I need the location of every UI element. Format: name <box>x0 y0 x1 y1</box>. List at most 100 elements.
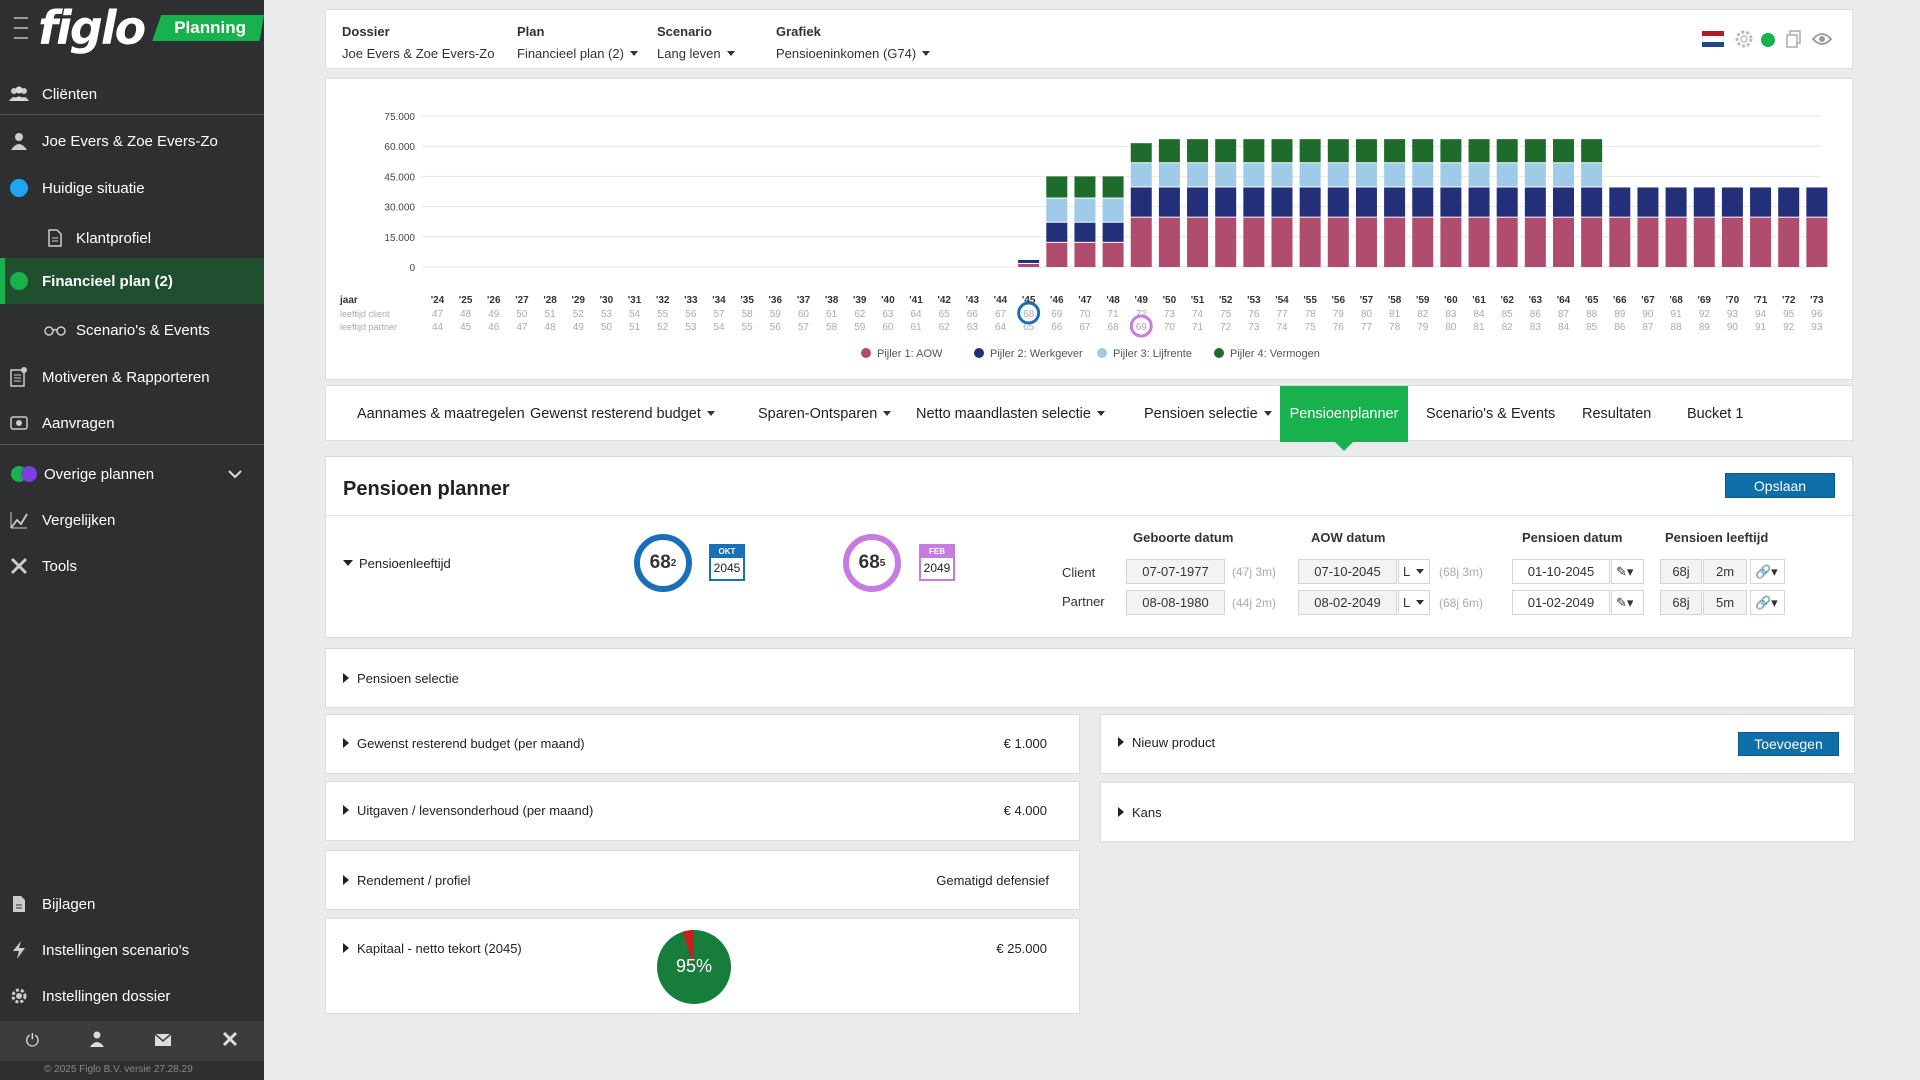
partner-age-label: 68 <box>1108 322 1120 333</box>
scenario-select[interactable]: Lang leven <box>657 46 735 61</box>
client-aow-type-select[interactable]: L <box>1398 559 1430 584</box>
save-button[interactable]: Opslaan <box>1725 473 1835 498</box>
sidebar-item-scenarios-events[interactable]: Scenario's & Events <box>0 308 264 352</box>
bar-segment <box>1327 217 1349 267</box>
x-tick-label: '39 <box>853 295 867 306</box>
partner-age-label: 59 <box>854 322 866 333</box>
client-birth-date: 07-07-1977 <box>1126 559 1225 584</box>
grafiek-field[interactable]: Grafiek Pensioeninkomen (G74) <box>776 24 930 61</box>
x-tick-label: '44 <box>994 295 1008 306</box>
sidebar-item-clienten[interactable]: Cliënten <box>0 72 264 116</box>
tab-bucket-1[interactable]: Bucket 1 <box>1675 386 1755 442</box>
pensioenleeftijd-toggle[interactable]: Pensioenleeftijd <box>343 556 451 571</box>
bar-segment <box>1468 163 1490 187</box>
tab-netto-maandlasten[interactable]: Netto maandlasten selectie <box>904 386 1117 442</box>
bar-segment <box>1609 187 1631 217</box>
partner-aow-type-select[interactable]: L <box>1398 590 1430 615</box>
client-age-label: 58 <box>742 309 754 320</box>
bar-segment <box>1102 176 1124 198</box>
tab-resultaten[interactable]: Resultaten <box>1570 386 1663 442</box>
uitgaven-section[interactable]: Uitgaven / levensonderhoud (per maand) €… <box>325 781 1080 841</box>
header-pensioen-leeftijd: Pensioen leeftijd <box>1665 530 1769 545</box>
tools-footer-icon[interactable] <box>222 1031 238 1052</box>
sidebar-item-motiveren[interactable]: Motiveren & Rapporteren <box>0 355 264 399</box>
x-tick-label: '38 <box>825 295 839 306</box>
partner-age-label: 50 <box>601 322 613 333</box>
client-edit-date-button[interactable]: ✎▾ <box>1611 559 1644 584</box>
partner-link-button[interactable]: 🔗▾ <box>1750 590 1785 615</box>
account-icon[interactable] <box>90 1031 105 1052</box>
tab-pensioenplanner[interactable]: Pensioenplanner <box>1280 386 1408 451</box>
x-tick-label: '31 <box>628 295 642 306</box>
budget-value: € 1.000 <box>1003 736 1047 751</box>
client-age-value: 68 <box>649 552 671 573</box>
nieuw-product-section[interactable]: Nieuw product Toevoegen <box>1100 714 1855 774</box>
sidebar-item-dossier[interactable]: Joe Evers & Zoe Evers-Zo <box>0 119 264 163</box>
sidebar-item-instellingen-dossier[interactable]: Instellingen dossier <box>0 974 264 1018</box>
x-tick-label: '28 <box>543 295 557 306</box>
kapitaal-section[interactable]: Kapitaal - netto tekort (2045) 95% € 25.… <box>325 918 1080 1014</box>
power-icon[interactable]: ⏻ <box>25 1031 40 1050</box>
copy-icon[interactable] <box>1786 30 1802 53</box>
rendement-section[interactable]: Rendement / profiel Gematigd defensief <box>325 850 1080 910</box>
legend-swatch <box>974 348 984 358</box>
plan-field[interactable]: Plan Financieel plan (2) <box>517 24 638 61</box>
client-age-label: 81 <box>1389 309 1401 320</box>
client-month: OKT <box>711 546 743 558</box>
y-tick-label: 75.000 <box>384 112 415 123</box>
mail-icon[interactable] <box>154 1031 172 1051</box>
tab-scenarios-events[interactable]: Scenario's & Events <box>1414 386 1567 442</box>
partner-age-label: 85 <box>1586 322 1598 333</box>
partner-age-label: 86 <box>1614 322 1626 333</box>
plan-label: Plan <box>517 24 545 39</box>
client-age-label: 52 <box>573 309 585 320</box>
partner-age-label: 51 <box>629 322 641 333</box>
grafiek-select[interactable]: Pensioeninkomen (G74) <box>776 46 930 61</box>
plan-select[interactable]: Financieel plan (2) <box>517 46 638 61</box>
bar-segment <box>1187 139 1209 163</box>
hamburger-menu-icon[interactable] <box>14 17 29 39</box>
add-product-button[interactable]: Toevoegen <box>1738 732 1839 756</box>
sidebar-item-bijlagen[interactable]: Bijlagen <box>0 882 264 926</box>
x-tick-label: '60 <box>1444 295 1458 306</box>
tab-pensioen-selectie[interactable]: Pensioen selectie <box>1132 386 1284 442</box>
client-age-label: 86 <box>1530 309 1542 320</box>
tab-gewenst-budget[interactable]: Gewenst resterend budget <box>518 386 727 442</box>
sidebar-item-huidige-situatie[interactable]: Huidige situatie <box>0 166 264 210</box>
sidebar-item-label: Vergelijken <box>42 511 116 529</box>
pensioen-selectie-section[interactable]: Pensioen selectie <box>325 648 1855 708</box>
sidebar-item-tools[interactable]: Tools <box>0 544 264 588</box>
partner-age-label: 49 <box>573 322 585 333</box>
flag-nl-icon[interactable] <box>1702 31 1724 47</box>
client-age-label: 59 <box>770 309 782 320</box>
sidebar-item-aanvragen[interactable]: Aanvragen <box>0 401 264 445</box>
sidebar-item-instellingen-scenarios[interactable]: Instellingen scenario's <box>0 928 264 972</box>
partner-age-label: 57 <box>798 322 810 333</box>
chevron-down-icon[interactable] <box>228 466 242 483</box>
kans-section[interactable]: Kans <box>1100 782 1855 842</box>
figlo-logo: figlo <box>38 1 146 55</box>
tab-sparen-ontsparen[interactable]: Sparen-Ontsparen <box>746 386 903 442</box>
bar-segment <box>1553 187 1574 217</box>
bar-segment <box>1412 187 1434 217</box>
scenario-field[interactable]: Scenario Lang leven <box>657 24 735 61</box>
compare-icon <box>8 509 30 531</box>
client-age-label: 85 <box>1502 309 1514 320</box>
partner-age-label: 81 <box>1473 322 1485 333</box>
partner-edit-date-button[interactable]: ✎▾ <box>1611 590 1644 615</box>
x-tick-label: '62 <box>1500 295 1514 306</box>
client-age-label: 80 <box>1361 309 1373 320</box>
budget-section[interactable]: Gewenst resterend budget (per maand) € 1… <box>325 714 1080 774</box>
partner-pension-date-input[interactable]: 01-02-2049 <box>1512 590 1610 615</box>
eye-icon[interactable] <box>1811 32 1833 51</box>
client-link-button[interactable]: 🔗▾ <box>1750 559 1785 584</box>
settings-gear-icon[interactable] <box>1734 29 1754 54</box>
client-pension-date-input[interactable]: 01-10-2045 <box>1512 559 1610 584</box>
sidebar-item-klantprofiel[interactable]: Klantprofiel <box>0 216 264 260</box>
sidebar-item-vergelijken[interactable]: Vergelijken <box>0 498 264 542</box>
tab-aannames[interactable]: Aannames & maatregelen <box>345 386 537 442</box>
sidebar-item-financieel-plan[interactable]: Financieel plan (2) <box>0 258 264 304</box>
client-age-label: 47 <box>432 309 444 320</box>
sidebar-item-overige-plannen[interactable]: Overige plannen <box>0 452 264 496</box>
x-tick-label: '65 <box>1585 295 1599 306</box>
